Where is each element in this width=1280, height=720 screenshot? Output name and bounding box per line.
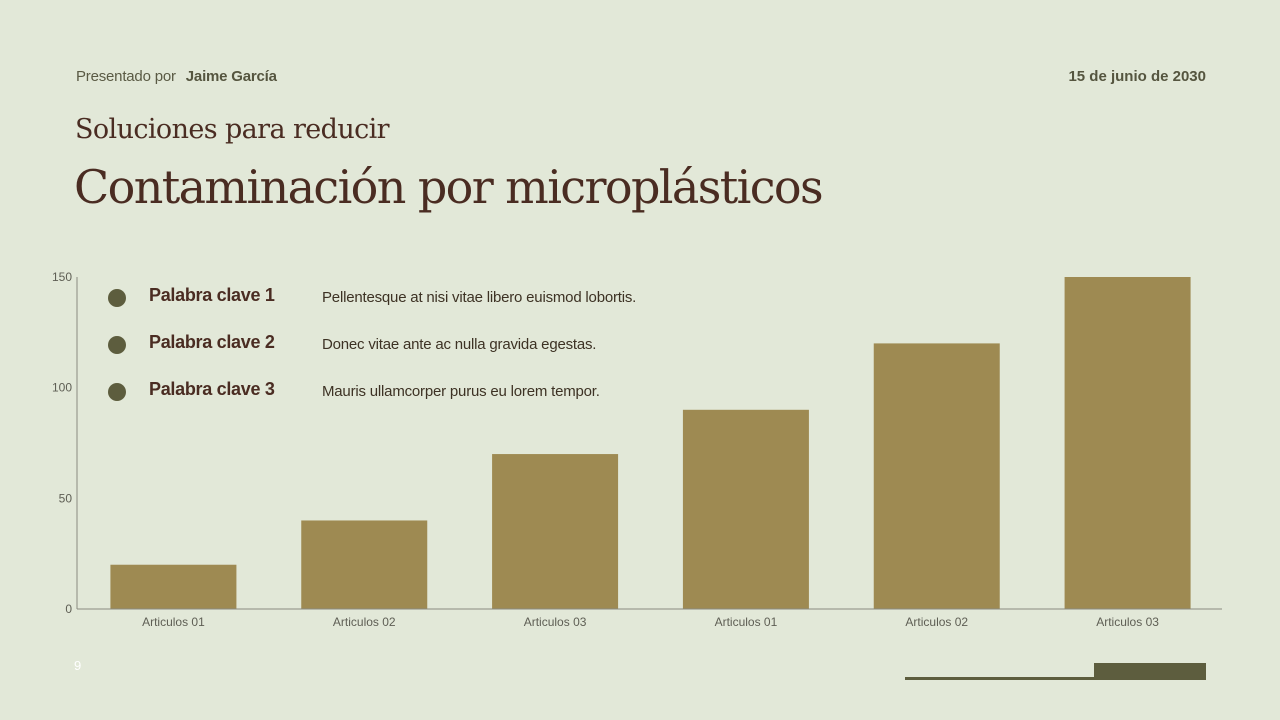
bar bbox=[110, 564, 237, 609]
progress-track bbox=[905, 677, 1206, 680]
keyword-description: Donec vitae ante ac nulla gravida egesta… bbox=[322, 336, 597, 353]
y-tick-label: 0 bbox=[65, 602, 72, 616]
x-tick-label: Articulos 01 bbox=[715, 615, 778, 629]
x-tick-label: Articulos 03 bbox=[1096, 615, 1159, 629]
y-tick-label: 150 bbox=[52, 270, 72, 284]
presented-by-label: Presentado por bbox=[76, 68, 176, 85]
keyword-label: Palabra clave 2 bbox=[149, 332, 275, 352]
bar bbox=[492, 454, 619, 609]
bullet-dot-icon bbox=[108, 336, 126, 354]
keyword-description: Mauris ullamcorper purus eu lorem tempor… bbox=[322, 383, 600, 400]
keyword-label: Palabra clave 3 bbox=[149, 379, 275, 399]
bar bbox=[873, 343, 1000, 609]
x-tick-label: Articulos 01 bbox=[142, 615, 205, 629]
x-tick-label: Articulos 02 bbox=[333, 615, 396, 629]
bar bbox=[1064, 277, 1191, 609]
presentation-date: 15 de junio de 2030 bbox=[1068, 68, 1206, 85]
bar bbox=[301, 520, 428, 609]
progress-indicator bbox=[1094, 663, 1206, 680]
y-tick-label: 100 bbox=[52, 381, 72, 395]
slide-subtitle: Soluciones para reducir bbox=[75, 114, 390, 145]
bullet-dot-icon bbox=[108, 383, 126, 401]
slide-title: Contaminación por microplásticos bbox=[74, 160, 824, 214]
presenter-line: Presentado por Jaime García bbox=[76, 68, 277, 85]
keyword-label: Palabra clave 1 bbox=[149, 285, 275, 305]
page-number: 9 bbox=[74, 658, 82, 673]
keyword-description: Pellentesque at nisi vitae libero euismo… bbox=[322, 289, 637, 306]
y-tick-label: 50 bbox=[59, 491, 73, 505]
presenter-name: Jaime García bbox=[185, 68, 277, 85]
x-tick-label: Articulos 03 bbox=[524, 615, 587, 629]
x-tick-label: Articulos 02 bbox=[905, 615, 968, 629]
bar bbox=[682, 409, 809, 609]
bullet-dot-icon bbox=[108, 289, 126, 307]
